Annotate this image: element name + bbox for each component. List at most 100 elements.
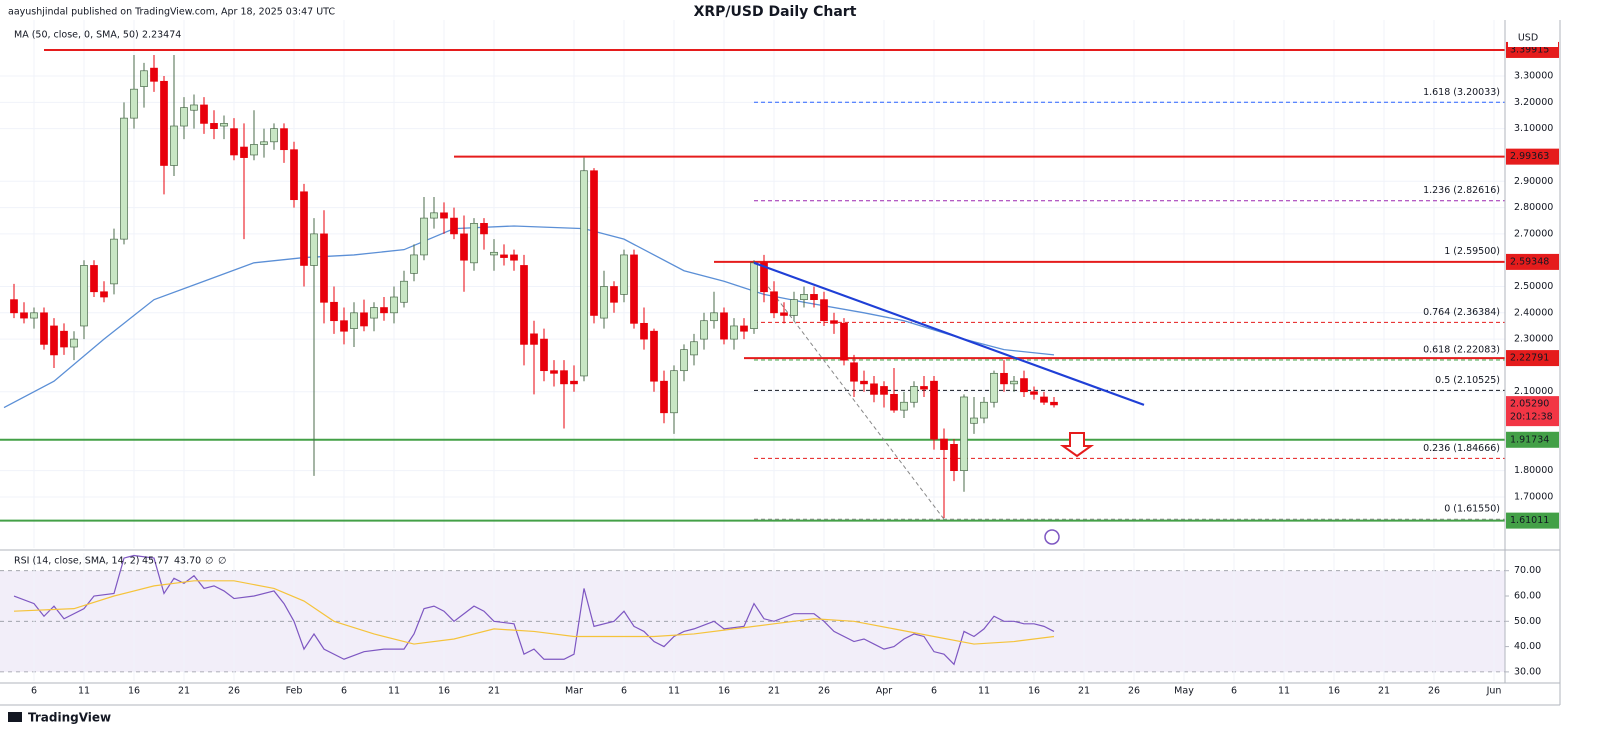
candle-body <box>10 299 18 314</box>
candle-body <box>890 394 898 411</box>
candle-body <box>770 291 778 314</box>
candle-body <box>1040 396 1048 403</box>
y-tick-label: 2.30000 <box>1514 334 1553 345</box>
candle-body <box>280 128 288 151</box>
y-tick-label: 3.20000 <box>1514 97 1553 108</box>
candle-body <box>120 117 128 240</box>
trendline <box>753 261 1145 406</box>
candle-body <box>310 233 318 266</box>
price-countdown: 20:12:38 <box>1510 412 1553 423</box>
x-tick-label: 21 <box>768 686 780 697</box>
ma-line <box>3 225 1055 409</box>
rsi-tick-label: 60.00 <box>1514 591 1541 602</box>
candle-body <box>1050 401 1058 406</box>
rsi-tick-label: 40.00 <box>1514 641 1541 652</box>
candle-body <box>260 141 268 145</box>
price-tag-label: 2.05290 <box>1510 399 1549 410</box>
price-tag <box>1506 396 1559 427</box>
rsi-tick-label: 50.00 <box>1514 616 1541 627</box>
fib-label: 0.5 (2.10525) <box>1435 375 1500 386</box>
level-tag-label: 3.39915 <box>1510 44 1549 55</box>
candle-body <box>720 312 728 340</box>
event-icon[interactable] <box>1044 529 1060 545</box>
candle-body <box>820 299 828 322</box>
x-tick-label: 16 <box>1328 686 1340 697</box>
candle-body <box>220 123 228 127</box>
candle-body <box>640 322 648 340</box>
candle-body <box>680 349 688 372</box>
candle-body <box>800 294 808 301</box>
fib-label: 0 (1.61550) <box>1444 504 1500 515</box>
candle-body <box>30 312 38 319</box>
candle-body <box>100 291 108 298</box>
level-tag-label: 2.59348 <box>1510 256 1549 267</box>
rsi-line <box>13 580 1055 645</box>
y-tick-label: 2.40000 <box>1514 307 1553 318</box>
candle-body <box>750 262 758 329</box>
x-tick-label: 26 <box>1428 686 1440 697</box>
candle-body <box>980 401 988 419</box>
x-tick-label: 16 <box>718 686 730 697</box>
candle-body <box>160 80 168 166</box>
rsi-line <box>13 554 1055 666</box>
x-tick-label: 26 <box>228 686 240 697</box>
candle-body <box>510 254 518 261</box>
price-axis: 3.30000 3.20000 3.10000 2.90000 2.80000 2.700… <box>1505 41 1559 677</box>
fib-label: 1.236 (2.82616) <box>1423 185 1500 196</box>
candle-body <box>50 325 58 356</box>
candle-body <box>560 370 568 385</box>
candle-body <box>420 217 428 256</box>
ma-legend: MA (50, close, 0, SMA, 50) <box>14 30 139 41</box>
x-tick-label: 21 <box>1078 686 1090 697</box>
x-tick-label: 26 <box>818 686 830 697</box>
level-tag-label: 2.22791 <box>1510 353 1549 364</box>
x-tick-label: May <box>1174 686 1194 697</box>
candle-body <box>460 233 468 261</box>
x-tick-label: 11 <box>78 686 90 697</box>
candle-body <box>620 254 628 295</box>
y-tick-label: 2.50000 <box>1514 281 1553 292</box>
fib-diagonal <box>763 280 945 520</box>
candle-body <box>730 325 738 340</box>
candle-body <box>600 286 608 319</box>
x-tick-label: 16 <box>128 686 140 697</box>
candle-body <box>990 372 998 403</box>
y-tick-label: 2.70000 <box>1514 228 1553 239</box>
candle-body <box>950 443 958 472</box>
candle-body <box>960 396 968 472</box>
candle-body <box>410 254 418 274</box>
candle-body <box>870 383 878 395</box>
candle-body <box>240 146 248 158</box>
rsi-legend-value: 45.77 <box>142 556 169 567</box>
y-tick-label: 3.30000 <box>1514 71 1553 82</box>
level-tag <box>1506 350 1559 367</box>
candle-body <box>850 362 858 382</box>
x-tick-label: 6 <box>621 686 627 697</box>
x-tick-label: 11 <box>388 686 400 697</box>
candle-body <box>230 128 238 156</box>
x-tick-label: 16 <box>1028 686 1040 697</box>
rsi-tick-label: 70.00 <box>1514 565 1541 576</box>
candle-body <box>760 262 768 293</box>
level-tag <box>1506 253 1559 270</box>
level-tag <box>1506 431 1559 448</box>
x-tick-label: 11 <box>1278 686 1290 697</box>
candle-body <box>390 296 398 314</box>
candle-body <box>470 223 478 264</box>
y-tick-label: 1.80000 <box>1514 465 1553 476</box>
x-tick-label: 6 <box>931 686 937 697</box>
candle-body <box>490 251 498 256</box>
y-tick-label: 3.10000 <box>1514 123 1553 134</box>
x-tick-label: Mar <box>565 686 583 697</box>
candle-body <box>780 312 788 316</box>
candle-body <box>130 88 138 119</box>
grid <box>0 20 1505 681</box>
candle-body <box>170 125 178 166</box>
candle-body <box>900 401 908 411</box>
candle-body <box>690 341 698 356</box>
candle-body <box>400 280 408 303</box>
level-tag <box>1506 512 1559 529</box>
published-line: aayushjindal published on TradingView.co… <box>8 7 335 18</box>
